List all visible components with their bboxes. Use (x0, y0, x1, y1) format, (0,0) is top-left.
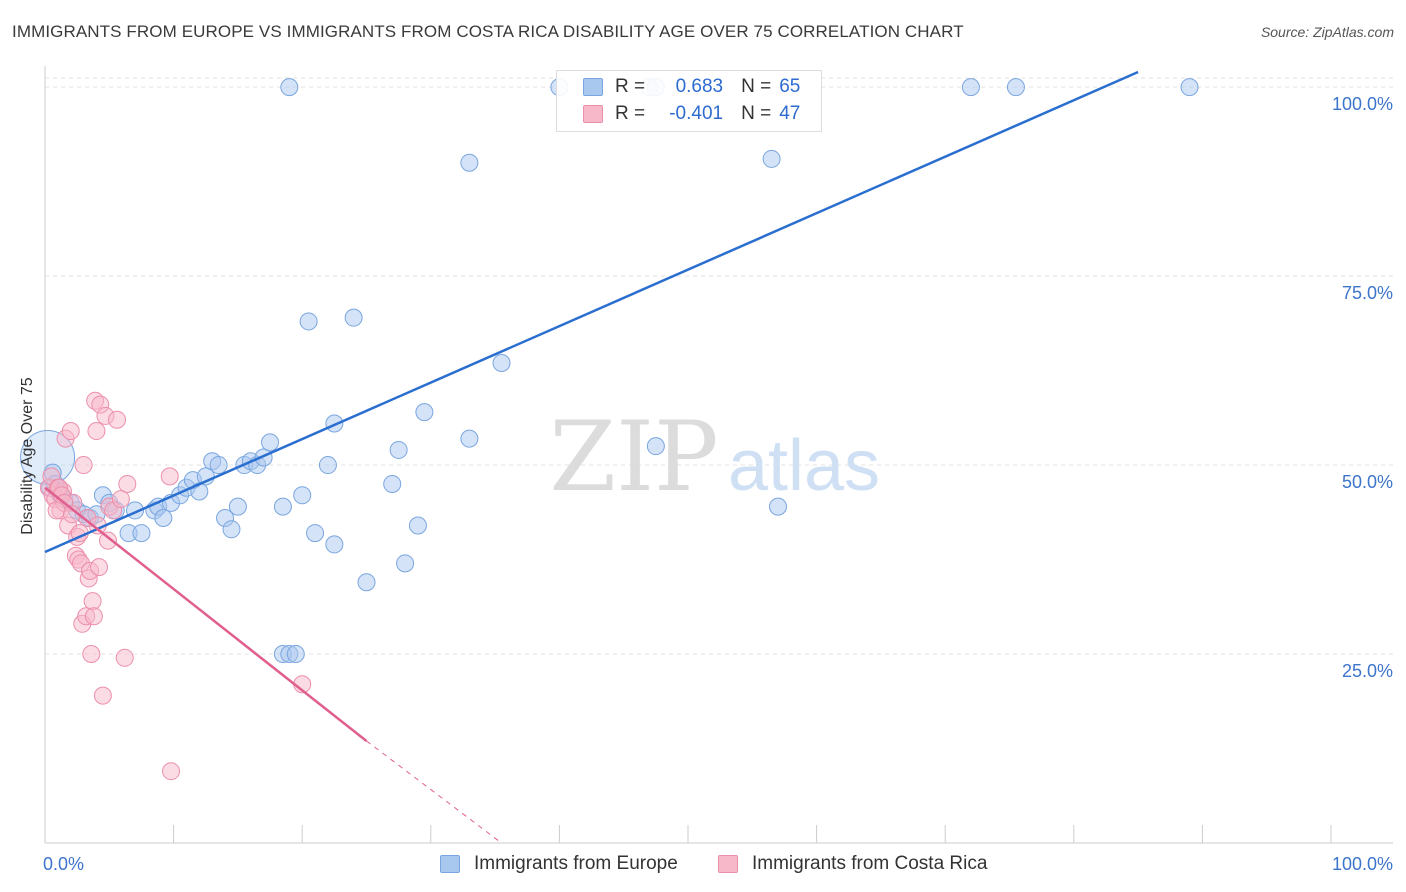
europe-point (286, 645, 305, 664)
y-tick-label: 100.0% (1332, 94, 1393, 114)
costa-rica-point (83, 592, 102, 611)
costa-rica-r-value: -0.401 (669, 103, 724, 124)
costa-rica-point (61, 422, 80, 441)
europe-point (389, 440, 408, 459)
europe-point (306, 524, 325, 543)
y-tick-label: 25.0% (1342, 661, 1393, 681)
r-label: R = (615, 103, 646, 124)
y-tick-label: 75.0% (1342, 283, 1393, 303)
europe-point (383, 474, 402, 493)
costa-rica-point (160, 467, 179, 486)
europe-point (492, 354, 511, 373)
europe-point (460, 429, 479, 448)
x-tick-label-max: 100.0% (1332, 854, 1393, 874)
europe-r-value: 0.683 (675, 76, 724, 97)
costa-rica-legend-label: Immigrants from Costa Rica (752, 853, 988, 874)
europe-legend-label: Immigrants from Europe (474, 853, 678, 874)
europe-point (1180, 78, 1199, 97)
europe-point (209, 456, 228, 475)
europe-legend-row: R = 0.683 N = 65 (615, 75, 800, 99)
source-label: Source: ZipAtlas.com (1260, 24, 1394, 40)
costa-rica-n-value: 47 (779, 103, 801, 124)
europe-point (344, 308, 363, 327)
europe-point (762, 149, 781, 168)
europe-n-value: 65 (779, 76, 801, 97)
europe-legend-swatch (440, 855, 460, 873)
n-label: N = (741, 76, 772, 97)
europe-point (357, 573, 376, 592)
costa-rica-point (99, 531, 118, 550)
costa-rica-legend-row: R = -0.401 N = 47 (615, 102, 800, 126)
costa-rica-point (93, 686, 112, 705)
watermark-zip: ZIP (549, 401, 718, 513)
costa-rica-point (111, 490, 130, 509)
costa-rica-legend-swatch (718, 855, 738, 873)
costa-rica-point (162, 762, 181, 781)
europe-points (20, 78, 1199, 664)
watermark-atlas: atlas (728, 426, 880, 506)
costa-rica-point (74, 456, 93, 475)
europe-point (325, 535, 344, 554)
europe-point (280, 78, 299, 97)
costa-rica-points (39, 391, 312, 781)
europe-point (222, 520, 241, 539)
europe-swatch (583, 78, 603, 96)
costa-rica-point (118, 474, 137, 493)
chart-title: IMMIGRANTS FROM EUROPE VS IMMIGRANTS FRO… (12, 22, 964, 41)
europe-point (299, 312, 318, 331)
europe-point (460, 153, 479, 172)
x-tick-label-min: 0.0% (43, 854, 84, 874)
europe-point (408, 516, 427, 535)
legend-item-europe: Immigrants from Europe (440, 852, 678, 876)
costa-rica-point (47, 501, 66, 520)
y-tick-label: 50.0% (1342, 472, 1393, 492)
europe-point (1006, 78, 1025, 97)
europe-point (961, 78, 980, 97)
trend-lines (44, 70, 1139, 844)
costa-rica-swatch (583, 105, 603, 123)
y-axis-label: Disability Age Over 75 (19, 377, 36, 535)
europe-point (318, 456, 337, 475)
costa-rica-point (115, 648, 134, 667)
costa-rica-trend-extension (366, 740, 502, 844)
europe-point (154, 508, 173, 527)
europe-point (228, 497, 247, 516)
r-label: R = (615, 76, 646, 97)
n-label: N = (741, 103, 772, 124)
europe-point (132, 524, 151, 543)
europe-point (261, 433, 280, 452)
tick-labels: 25.0% 50.0% 75.0% 100.0% 0.0% 100.0% (43, 94, 1393, 874)
correlation-legend: R = 0.683 N = 65 R = -0.401 N = 47 (556, 70, 822, 132)
europe-trend-line (44, 70, 1139, 554)
europe-point (273, 497, 292, 516)
costa-rica-point (108, 410, 127, 429)
grid-lines (45, 77, 1393, 655)
costa-rica-point (90, 558, 109, 577)
axes (44, 66, 1393, 844)
europe-point (293, 486, 312, 505)
europe-point (415, 403, 434, 422)
europe-point (646, 437, 665, 456)
europe-point (396, 554, 415, 573)
costa-rica-trend-line (44, 486, 368, 742)
watermark: ZIP atlas (549, 401, 880, 513)
legend-item-costa-rica: Immigrants from Costa Rica (718, 852, 987, 876)
costa-rica-point (84, 607, 103, 626)
costa-rica-point (87, 422, 106, 441)
costa-rica-point (82, 645, 101, 664)
europe-point (769, 497, 788, 516)
